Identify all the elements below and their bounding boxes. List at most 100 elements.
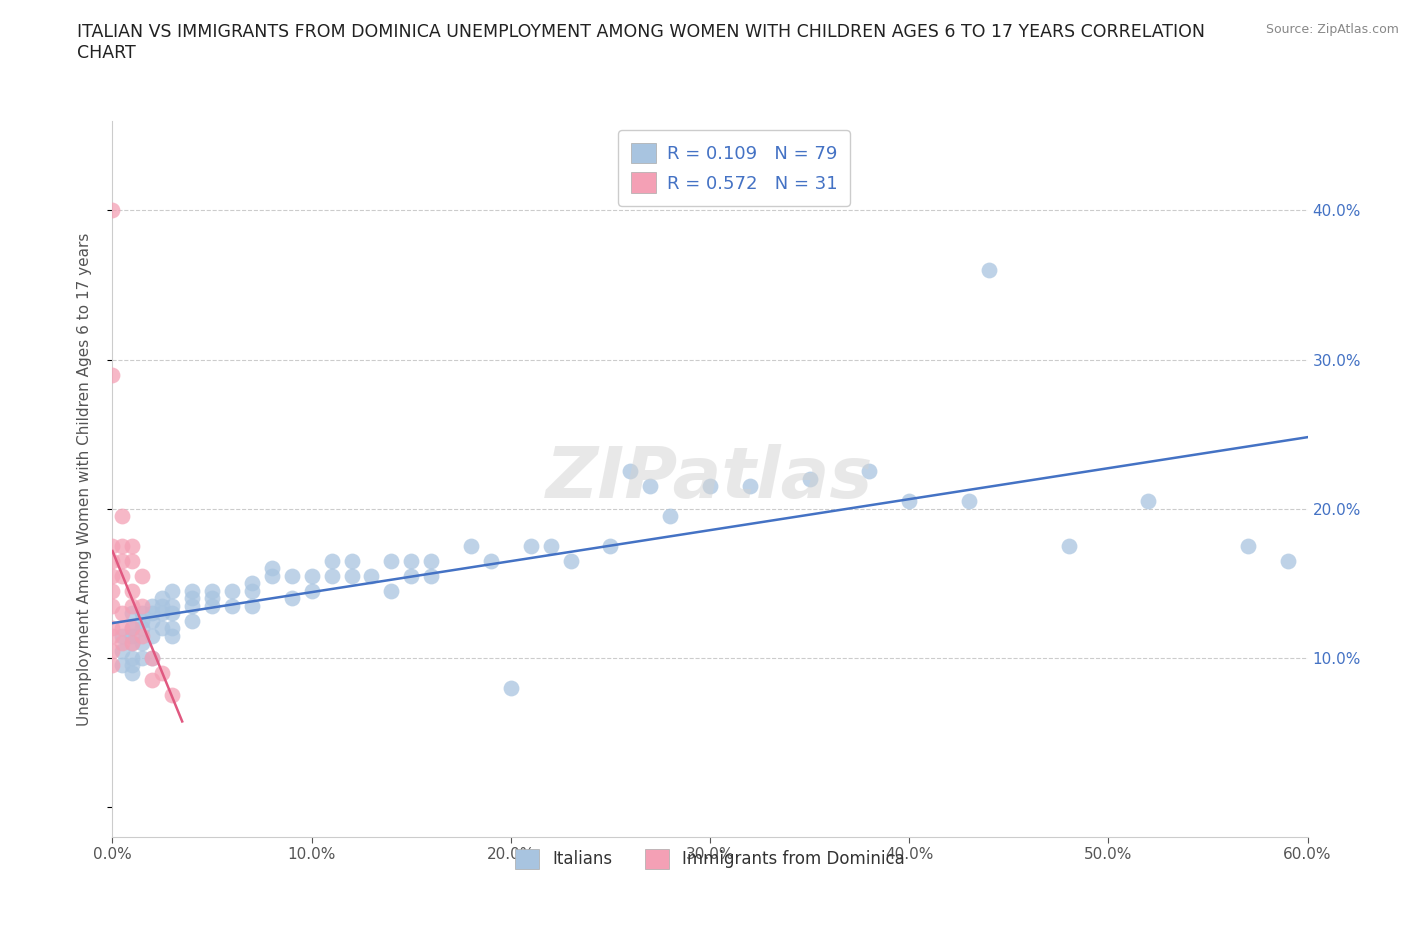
Point — [131, 568, 153, 583]
Point — [181, 613, 204, 628]
Point — [111, 538, 134, 553]
Point — [162, 583, 183, 598]
Point — [321, 553, 343, 568]
Point — [321, 568, 343, 583]
Point — [858, 464, 880, 479]
Point — [201, 598, 224, 613]
Point — [401, 553, 423, 568]
Point — [121, 635, 143, 650]
Point — [121, 658, 143, 673]
Point — [420, 568, 443, 583]
Point — [121, 635, 143, 650]
Point — [460, 538, 482, 553]
Point — [121, 598, 143, 613]
Point — [479, 553, 502, 568]
Point — [111, 568, 134, 583]
Point — [181, 583, 204, 598]
Point — [101, 583, 124, 598]
Point — [240, 598, 263, 613]
Point — [659, 509, 682, 524]
Point — [101, 643, 124, 658]
Point — [260, 561, 283, 576]
Point — [111, 643, 134, 658]
Point — [619, 464, 641, 479]
Point — [240, 576, 263, 591]
Point — [201, 591, 224, 605]
Point — [131, 628, 153, 643]
Point — [111, 620, 134, 635]
Point — [141, 651, 163, 666]
Point — [520, 538, 543, 553]
Point — [360, 568, 382, 583]
Point — [340, 568, 363, 583]
Point — [281, 591, 304, 605]
Point — [1057, 538, 1080, 553]
Point — [131, 598, 153, 613]
Point — [181, 591, 204, 605]
Point — [131, 635, 153, 650]
Point — [141, 651, 163, 666]
Point — [121, 620, 143, 635]
Point — [898, 494, 921, 509]
Legend: Italians, Immigrants from Dominica: Italians, Immigrants from Dominica — [509, 843, 911, 875]
Point — [221, 598, 243, 613]
Point — [162, 605, 183, 620]
Point — [121, 651, 143, 666]
Point — [340, 553, 363, 568]
Point — [131, 620, 153, 635]
Point — [1137, 494, 1160, 509]
Point — [281, 568, 304, 583]
Point — [150, 598, 173, 613]
Point — [560, 553, 582, 568]
Point — [101, 568, 124, 583]
Point — [699, 479, 721, 494]
Point — [101, 658, 124, 673]
Point — [181, 598, 204, 613]
Point — [121, 666, 143, 681]
Point — [380, 583, 402, 598]
Point — [301, 583, 323, 598]
Point — [738, 479, 761, 494]
Point — [111, 509, 134, 524]
Point — [150, 591, 173, 605]
Point — [221, 583, 243, 598]
Point — [141, 613, 163, 628]
Point — [141, 673, 163, 688]
Text: ITALIAN VS IMMIGRANTS FROM DOMINICA UNEMPLOYMENT AMONG WOMEN WITH CHILDREN AGES : ITALIAN VS IMMIGRANTS FROM DOMINICA UNEM… — [77, 23, 1205, 62]
Point — [101, 628, 124, 643]
Point — [101, 367, 124, 382]
Point — [1277, 553, 1299, 568]
Point — [121, 553, 143, 568]
Point — [121, 628, 143, 643]
Point — [1237, 538, 1260, 553]
Point — [111, 635, 134, 650]
Point — [141, 605, 163, 620]
Point — [111, 658, 134, 673]
Point — [499, 681, 522, 696]
Point — [260, 568, 283, 583]
Point — [380, 553, 402, 568]
Text: Source: ZipAtlas.com: Source: ZipAtlas.com — [1265, 23, 1399, 36]
Point — [121, 538, 143, 553]
Point — [977, 262, 1000, 277]
Point — [101, 598, 124, 613]
Point — [131, 613, 153, 628]
Point — [201, 583, 224, 598]
Point — [640, 479, 662, 494]
Point — [101, 203, 124, 218]
Point — [957, 494, 980, 509]
Text: ZIPatlas: ZIPatlas — [547, 445, 873, 513]
Point — [111, 628, 134, 643]
Point — [121, 583, 143, 598]
Point — [150, 605, 173, 620]
Point — [150, 620, 173, 635]
Point — [150, 666, 173, 681]
Point — [599, 538, 621, 553]
Point — [111, 553, 134, 568]
Point — [121, 620, 143, 635]
Point — [141, 628, 163, 643]
Point — [101, 538, 124, 553]
Point — [121, 605, 143, 620]
Point — [101, 553, 124, 568]
Y-axis label: Unemployment Among Women with Children Ages 6 to 17 years: Unemployment Among Women with Children A… — [77, 232, 91, 725]
